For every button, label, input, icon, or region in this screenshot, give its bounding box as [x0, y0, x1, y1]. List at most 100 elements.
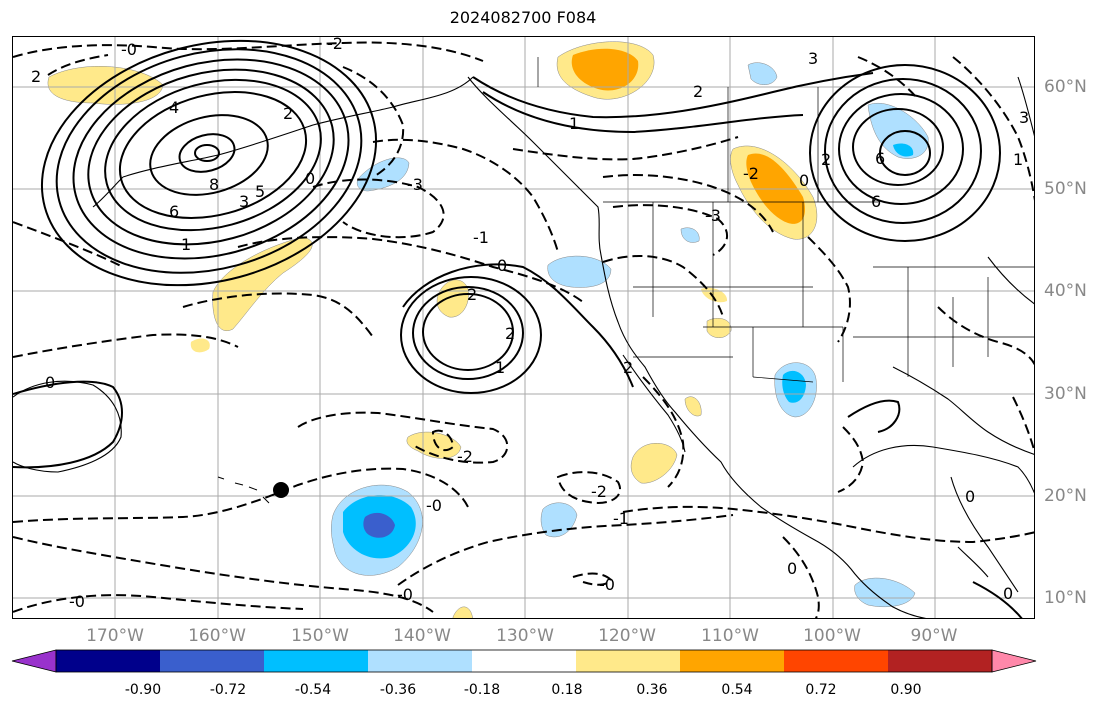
- longitude-label: 170°W: [86, 626, 144, 646]
- positive-contours: [13, 39, 1023, 618]
- contour-label: 4: [169, 98, 179, 117]
- colorbar-segment: [472, 650, 577, 672]
- latitude-label: 30°N: [1044, 384, 1087, 404]
- colorbar-segment: [888, 650, 993, 672]
- longitude-label: 150°W: [291, 626, 349, 646]
- coastlines: [13, 76, 1034, 618]
- colorbar-segment: [784, 650, 889, 672]
- latitude-label: 10°N: [1044, 588, 1087, 608]
- colorbar-tick-label: 0.54: [721, 682, 753, 698]
- colorbar-tick-label: -0.18: [463, 682, 501, 698]
- contour-label: -1: [613, 509, 629, 528]
- contour-label: 2: [505, 324, 515, 343]
- contour-label: 3: [239, 192, 249, 211]
- contour-label: 2: [821, 150, 831, 169]
- contour-label: 2: [693, 82, 703, 101]
- contour-label: -0: [121, 40, 137, 59]
- contour-label: 3: [808, 49, 818, 68]
- contour-label: 1: [181, 235, 191, 254]
- longitude-label: 110°W: [701, 626, 759, 646]
- colorbar-tick-label: 0.72: [805, 682, 837, 698]
- contour-label: -3: [407, 175, 423, 194]
- contour-label: -2: [457, 447, 473, 466]
- warm-anomaly-arizona: [706, 318, 732, 338]
- warm-anomaly-gulf: [47, 66, 164, 105]
- longitude-label: 90°W: [910, 626, 958, 646]
- colorbar-tick-label: -0.72: [209, 682, 247, 698]
- warm-anomaly-mid-pacific: [212, 236, 313, 331]
- cool-anomaly-california: [547, 255, 612, 288]
- colorbar-tick-label: 0.18: [551, 682, 583, 698]
- cool-anomaly-hawaii-east-core: [363, 512, 395, 538]
- contour-label: 0: [1003, 584, 1013, 603]
- political-borders: [537, 57, 1034, 383]
- warm-anomaly-south: [452, 606, 473, 618]
- warm-anomaly-colorado: [701, 287, 728, 303]
- contour-label: 8: [209, 175, 219, 194]
- contour-label: 2: [467, 285, 477, 304]
- hawaii-dot: [273, 482, 289, 498]
- contour-label: 5: [255, 182, 265, 201]
- cool-anomaly-texas-core: [782, 370, 806, 403]
- contour-label: -0: [69, 592, 85, 611]
- contour-label: -3: [705, 206, 721, 225]
- cool-anomaly-idaho: [680, 227, 700, 243]
- colorbar-tick-label: -0.36: [379, 682, 417, 698]
- contour-label: 2: [31, 67, 41, 86]
- contour-label: 0: [787, 559, 797, 578]
- colorbar-tick-label: 0.36: [636, 682, 668, 698]
- warm-anomaly-nw-canada-core: [571, 48, 639, 91]
- contour-label: 2: [283, 104, 293, 123]
- map-canvas: 4 8 6 1 3 5 0 2 2 0 2 2 1 2 1 2 3 6 0 6 …: [13, 37, 1034, 618]
- warm-anomaly-east-pacific: [436, 279, 469, 318]
- contour-label: 0: [305, 169, 315, 188]
- contour-label: -0: [426, 496, 442, 515]
- contour-label: 0: [45, 373, 55, 392]
- contour-label-group: 4 8 6 1 3 5 0 2 2 0 2 2 1 2 1 2 3 6 0 6 …: [31, 37, 1029, 611]
- contour-label: -2: [743, 164, 759, 183]
- contour-label: 3: [1019, 108, 1029, 127]
- colorbar-extend-min: [11, 649, 57, 673]
- map-panel: 4 8 6 1 3 5 0 2 2 0 2 2 1 2 1 2 3 6 0 6 …: [12, 36, 1035, 619]
- colorbar: [11, 649, 1037, 673]
- longitude-label: 140°W: [393, 626, 451, 646]
- contour-label: 1: [1013, 150, 1023, 169]
- contour-label: 0: [799, 171, 809, 190]
- colorbar-tick-label: -0.90: [124, 682, 162, 698]
- cool-anomaly-hudson: [747, 62, 778, 85]
- contour-label: -2: [591, 482, 607, 501]
- latitude-label: 50°N: [1044, 179, 1087, 199]
- colorbar-extend-max: [991, 649, 1037, 673]
- contour-label: 0: [965, 487, 975, 506]
- colorbar-segments: [11, 649, 1037, 673]
- colorbar-segment: [264, 650, 369, 672]
- colorbar-outline: [55, 649, 993, 673]
- longitude-label: 120°W: [598, 626, 656, 646]
- contour-label: 1: [569, 114, 579, 133]
- colorbar-segment: [56, 650, 161, 672]
- colorbar-segment: [160, 650, 265, 672]
- shaded-regions: [47, 41, 929, 618]
- contour-label: -0: [599, 575, 615, 594]
- longitude-label: 130°W: [496, 626, 554, 646]
- contour-label: 6: [871, 192, 881, 211]
- contour-label: -2: [327, 37, 343, 53]
- contour-label: 6: [169, 202, 179, 221]
- colorbar-segment: [576, 650, 681, 672]
- islands: [217, 476, 270, 504]
- colorbar-tick-label: 0.90: [890, 682, 922, 698]
- latitude-label: 60°N: [1044, 77, 1087, 97]
- contour-label: 0: [497, 256, 507, 275]
- contour-label: -0: [397, 585, 413, 604]
- longitude-label: 100°W: [803, 626, 861, 646]
- contour-label: -1: [473, 228, 489, 247]
- latitude-label: 40°N: [1044, 281, 1087, 301]
- map-title: 2024082700 F084: [449, 8, 597, 27]
- warm-anomaly-baja-south: [684, 396, 702, 417]
- cool-anomaly-central-america: [854, 577, 916, 608]
- longitude-label: 160°W: [188, 626, 246, 646]
- cool-anomaly-canada-east-core: [893, 143, 914, 157]
- contour-label: 2: [623, 358, 633, 377]
- contour-label: 6: [875, 149, 885, 168]
- colorbar-segment: [368, 650, 473, 672]
